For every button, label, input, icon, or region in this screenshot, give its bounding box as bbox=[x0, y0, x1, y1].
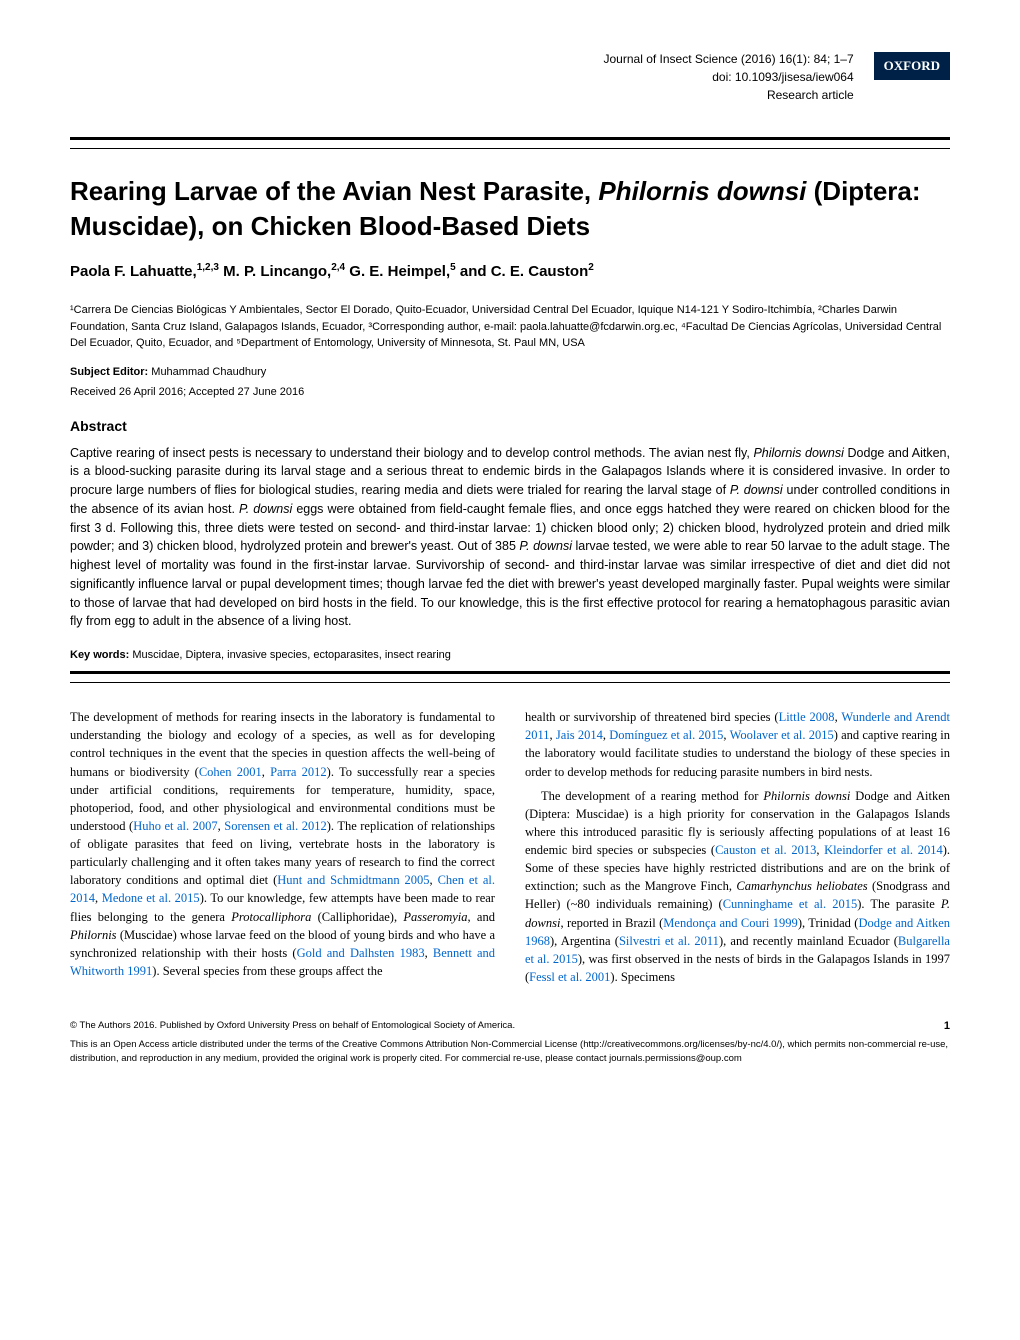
left-column: The development of methods for rearing i… bbox=[70, 708, 495, 986]
body-r-p1: health or survivorship of threatened bir… bbox=[525, 710, 779, 724]
page-number: 1 bbox=[944, 1019, 950, 1034]
body-l-l3[interactable]: Huho et al. 2007 bbox=[133, 819, 217, 833]
title-part1: Rearing Larvae of the Avian Nest Parasit… bbox=[70, 176, 598, 206]
title-species: Philornis downsi bbox=[598, 176, 806, 206]
body-l-c1: , bbox=[262, 765, 270, 779]
subject-editor: Subject Editor: Muhammad Chaudhury bbox=[70, 366, 950, 378]
doi: doi: 10.1093/jisesa/iew064 bbox=[604, 68, 854, 86]
keywords-text: Muscidae, Diptera, invasive species, ect… bbox=[132, 649, 451, 661]
copyright: © The Authors 2016. Published by Oxford … bbox=[70, 1019, 515, 1034]
body-l-l5[interactable]: Hunt and Schmidtmann 2005 bbox=[277, 873, 429, 887]
body-r-l1[interactable]: Little 2008 bbox=[779, 710, 835, 724]
body-l-l1[interactable]: Cohen 2001 bbox=[199, 765, 262, 779]
abstract-heading: Abstract bbox=[70, 418, 950, 434]
abstract-p1: Captive rearing of insect pests is neces… bbox=[70, 446, 753, 460]
footer: © The Authors 2016. Published by Oxford … bbox=[70, 1011, 950, 1065]
body-l-i2: Passeromyia bbox=[403, 910, 467, 924]
body-r-l3[interactable]: Jais 2014 bbox=[556, 728, 603, 742]
body-r-l8[interactable]: Cunninghame et al. 2015 bbox=[723, 897, 858, 911]
body-r-p10: ), Argentina ( bbox=[550, 934, 619, 948]
body-l-c5: , bbox=[425, 946, 433, 960]
journal-citation: Journal of Insect Science (2016) 16(1): … bbox=[604, 50, 854, 68]
body-r-l7[interactable]: Kleindorfer et al. 2014 bbox=[824, 843, 943, 857]
keywords: Key words: Muscidae, Diptera, invasive s… bbox=[70, 649, 950, 661]
body-r-i1: Philornis downsi bbox=[763, 789, 850, 803]
affiliations: ¹Carrera De Ciencias Biológicas Y Ambien… bbox=[70, 302, 950, 352]
body-l-l7[interactable]: Medone et al. 2015 bbox=[102, 891, 200, 905]
body-r-l6[interactable]: Causton et al. 2013 bbox=[715, 843, 816, 857]
body-r-l4[interactable]: Domínguez et al. 2015 bbox=[609, 728, 723, 742]
body-r-p11: ), and recently mainland Ecuador ( bbox=[719, 934, 898, 948]
author-1-affil: 1,2,3 bbox=[197, 262, 219, 273]
abstract-text: Captive rearing of insect pests is neces… bbox=[70, 444, 950, 632]
author-2: M. P. Lincango, bbox=[223, 263, 331, 280]
body-r-i2: Camarhynchus heliobates bbox=[736, 879, 867, 893]
author-1: Paola F. Lahuatte, bbox=[70, 263, 197, 280]
publisher-badge: OXFORD bbox=[874, 52, 950, 80]
body-r-c5: , bbox=[816, 843, 824, 857]
author-3: G. E. Heimpel, bbox=[349, 263, 450, 280]
header-info: Journal of Insect Science (2016) 16(1): … bbox=[604, 50, 854, 104]
body-l-i1: Protocalliphora bbox=[231, 910, 311, 924]
body-r-p3: The development of a rearing method for bbox=[541, 789, 763, 803]
subject-editor-label: Subject Editor: bbox=[70, 366, 151, 378]
right-column: health or survivorship of threatened bir… bbox=[525, 708, 950, 986]
article-title: Rearing Larvae of the Avian Nest Parasit… bbox=[70, 174, 950, 244]
body-l-c4: , bbox=[95, 891, 102, 905]
divider-thick-1 bbox=[70, 137, 950, 140]
body-l-i3: Philornis bbox=[70, 928, 117, 942]
body-l-p5: (Calliphoridae), bbox=[311, 910, 403, 924]
footer-row: © The Authors 2016. Published by Oxford … bbox=[70, 1019, 950, 1034]
body-l-l8[interactable]: Gold and Dalhsten 1983 bbox=[297, 946, 425, 960]
body-l-l4[interactable]: Sorensen et al. 2012 bbox=[224, 819, 326, 833]
author-3-affil: 5 bbox=[450, 262, 456, 273]
abstract-i2: P. downsi bbox=[730, 483, 783, 497]
authors-list: Paola F. Lahuatte,1,2,3 M. P. Lincango,2… bbox=[70, 262, 950, 280]
body-r-p13: ). Specimens bbox=[610, 970, 675, 984]
body-l-p8: ). Several species from these groups aff… bbox=[152, 964, 382, 978]
article-type: Research article bbox=[604, 86, 854, 104]
dates: Received 26 April 2016; Accepted 27 June… bbox=[70, 386, 950, 398]
body-l-l2[interactable]: Parra 2012 bbox=[270, 765, 327, 779]
author-4-affil: 2 bbox=[588, 262, 594, 273]
keywords-label: Key words: bbox=[70, 649, 132, 661]
body-r-p7: ). The parasite bbox=[857, 897, 941, 911]
license-text: This is an Open Access article distribut… bbox=[70, 1038, 950, 1065]
author-2-affil: 2,4 bbox=[331, 262, 345, 273]
header-row: Journal of Insect Science (2016) 16(1): … bbox=[70, 50, 950, 112]
body-r-l11[interactable]: Silvestri et al. 2011 bbox=[619, 934, 719, 948]
abstract-i4: P. downsi bbox=[519, 539, 572, 553]
body-r-l5[interactable]: Woolaver et al. 2015 bbox=[730, 728, 834, 742]
subject-editor-name: Muhammad Chaudhury bbox=[151, 366, 266, 378]
body-columns: The development of methods for rearing i… bbox=[70, 708, 950, 986]
divider-thin-2 bbox=[70, 682, 950, 683]
body-l-p6: , and bbox=[468, 910, 495, 924]
body-r-p8: , reported in Brazil ( bbox=[560, 916, 663, 930]
body-l-c3: , bbox=[430, 873, 438, 887]
abstract-i3: P. downsi bbox=[239, 502, 292, 516]
author-4: and C. E. Causton bbox=[460, 263, 588, 280]
body-r-l9[interactable]: Mendonça and Couri 1999 bbox=[663, 916, 798, 930]
divider-thick-2 bbox=[70, 671, 950, 674]
body-r-l13[interactable]: Fessl et al. 2001 bbox=[529, 970, 610, 984]
abstract-i1: Philornis downsi bbox=[753, 446, 843, 460]
body-r-p9: ), Trinidad ( bbox=[798, 916, 859, 930]
divider-thin-1 bbox=[70, 148, 950, 149]
